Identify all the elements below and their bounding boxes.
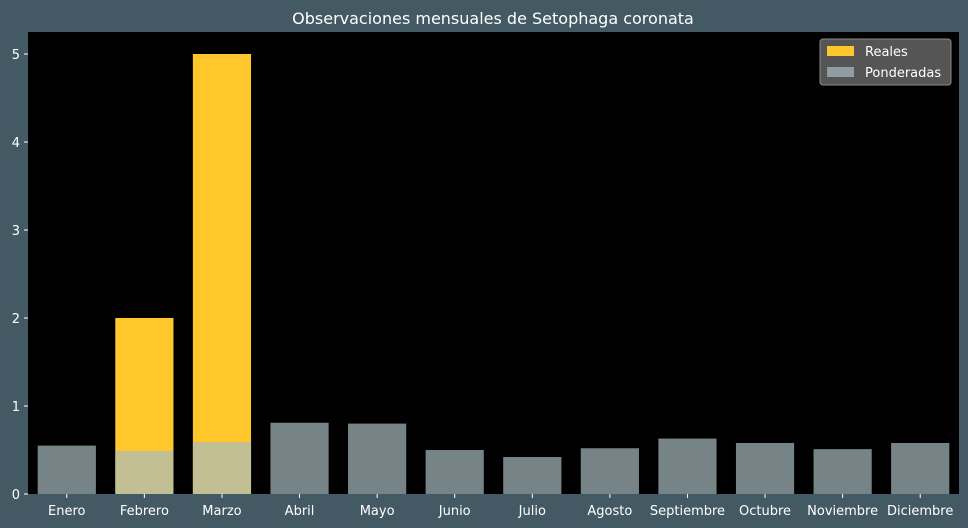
legend-label-actual: Reales — [865, 45, 908, 60]
x-tick-label: Enero — [48, 504, 86, 519]
y-axis: 0 1 2 3 4 5 — [12, 48, 28, 503]
x-tick-label: Noviembre — [807, 504, 878, 519]
bar-weighted — [813, 449, 872, 494]
legend-swatch-actual — [827, 46, 854, 56]
plot-area — [28, 32, 959, 494]
y-tick-label: 5 — [12, 48, 20, 63]
bar-weighted — [115, 450, 174, 494]
bar-weighted — [735, 442, 795, 494]
x-axis: Enero Febrero Marzo Abril Mayo Junio Julio Agos… — [48, 494, 953, 519]
bar-weighted — [658, 438, 717, 494]
bar-actual — [192, 54, 252, 494]
bar-weighted — [270, 422, 329, 494]
series-weighted-bars — [37, 422, 950, 494]
bar-weighted — [37, 445, 96, 494]
y-tick-label: 1 — [12, 400, 20, 415]
legend-label-weighted: Ponderadas — [865, 66, 941, 81]
legend: Reales Ponderadas — [819, 38, 952, 86]
x-tick-label: Septiembre — [650, 504, 725, 519]
chart-title: Observaciones mensuales de Setophaga cor… — [292, 9, 694, 28]
x-tick-label: Julio — [518, 504, 546, 519]
x-tick-label: Agosto — [587, 504, 632, 519]
legend-swatch-weighted — [827, 67, 854, 77]
x-tick-label: Octubre — [739, 504, 791, 519]
y-tick-label: 3 — [12, 224, 20, 239]
bar-weighted — [192, 442, 252, 494]
bar-weighted — [503, 457, 562, 494]
y-tick-label: 2 — [12, 312, 20, 327]
x-tick-label: Mayo — [360, 504, 395, 519]
x-tick-label: Marzo — [202, 504, 241, 519]
x-tick-label: Diciembre — [887, 504, 953, 519]
bar-weighted — [425, 450, 484, 494]
y-tick-label: 4 — [12, 136, 20, 151]
bar-weighted — [348, 423, 407, 494]
x-tick-label: Junio — [438, 504, 471, 519]
x-tick-label: Febrero — [120, 504, 169, 519]
x-tick-label: Abril — [285, 504, 315, 519]
bar-weighted — [580, 448, 639, 494]
y-tick-label: 0 — [12, 488, 20, 503]
bar-weighted — [891, 442, 950, 494]
